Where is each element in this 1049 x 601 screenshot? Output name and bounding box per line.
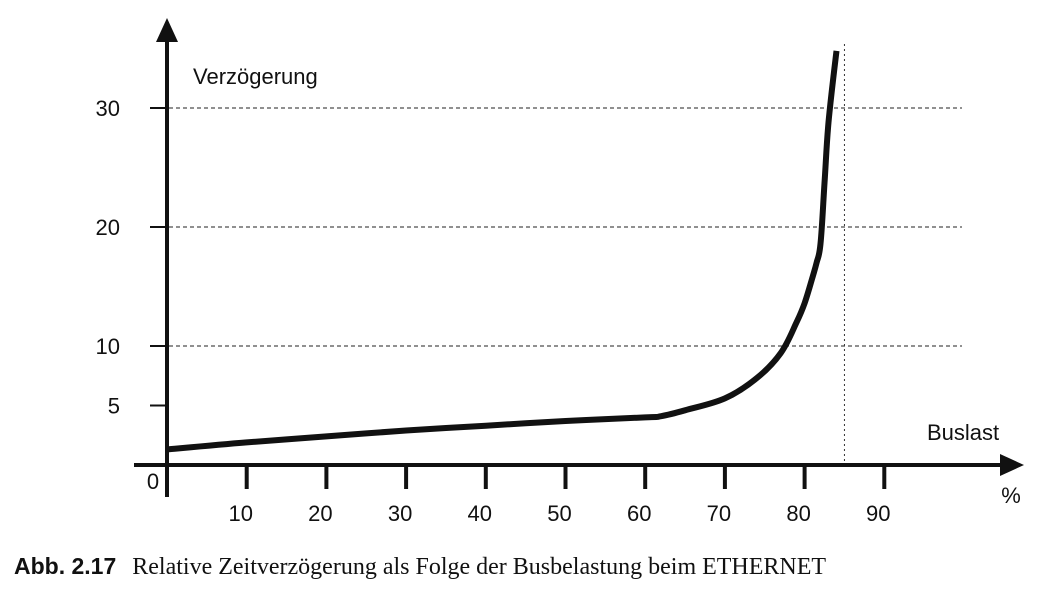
series-line-0 — [166, 50, 840, 453]
figure-caption: Abb. 2.17 Relative Zeitverzögerung als F… — [14, 553, 1034, 593]
y-axis-title: Verzögerung — [193, 64, 318, 89]
y-axis-arrow-icon — [156, 18, 178, 42]
x-axis-arrow-icon — [1000, 454, 1024, 476]
figure-caption-text: Relative Zeitverzögerung als Folge der B… — [132, 554, 827, 580]
x-axis-title: Buslast — [927, 420, 999, 445]
chart: 10 20 30 40 50 60 70 80 90 5 10 20 30 0 Verzögerung… — [96, 18, 1024, 526]
y-ticks: 5 10 20 30 — [96, 96, 166, 419]
x-tick-label-10: 10 — [228, 501, 252, 526]
x-tick-label-30: 30 — [388, 501, 412, 526]
x-tick-label-20: 20 — [308, 501, 332, 526]
x-ticks: 10 20 30 40 50 60 70 80 90 — [228, 467, 891, 526]
x-tick-label-90: 90 — [866, 501, 890, 526]
y-tick-label-30: 30 — [96, 96, 120, 121]
y-tick-label-5: 5 — [108, 394, 120, 419]
x-axis-unit: % — [1001, 483, 1021, 508]
y-tick-label-10: 10 — [96, 334, 120, 359]
axes — [134, 18, 1024, 497]
x-tick-label-60: 60 — [627, 501, 651, 526]
x-tick-label-50: 50 — [547, 501, 571, 526]
series-group — [166, 50, 840, 453]
origin-label: 0 — [147, 469, 159, 494]
x-tick-label-80: 80 — [786, 501, 810, 526]
x-tick-label-70: 70 — [707, 501, 731, 526]
figure-number: Abb. 2.17 — [14, 553, 117, 579]
x-tick-label-40: 40 — [468, 501, 492, 526]
grid-lines — [169, 107, 962, 347]
y-tick-label-20: 20 — [96, 215, 120, 240]
